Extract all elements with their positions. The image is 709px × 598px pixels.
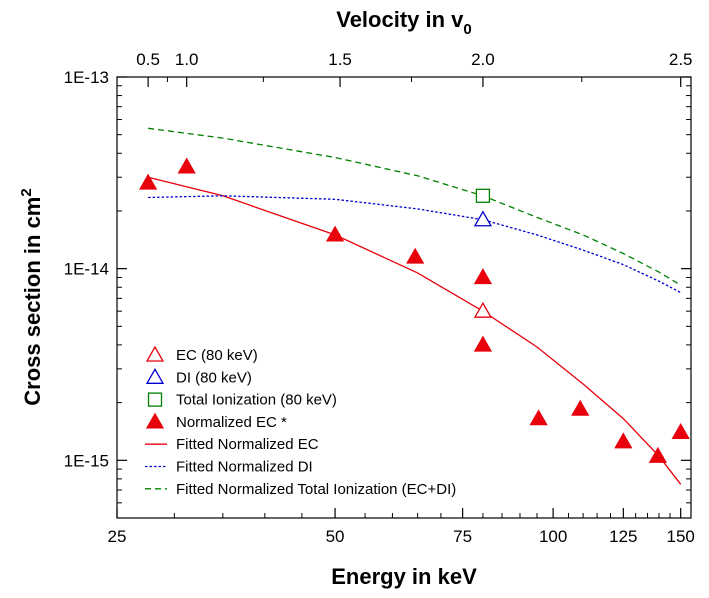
series-line-4 [147,176,682,485]
x-axis: 25 50 75 100 125 150 [108,508,695,546]
series-layer [139,127,690,485]
y-axis-title-sup: 2 [18,188,35,196]
y-tick-label: 1E-14 [64,260,109,279]
top-tick-label: 1.0 [175,50,199,69]
x-tick-label: 50 [326,527,345,546]
top-axis: 0.5 1.0 1.5 2.0 2.5 [136,50,693,87]
data-point-3-0 [139,173,158,190]
top-tick-label: 2.0 [471,50,495,69]
plot-area: 25 50 75 100 125 150 1E-15 1E-14 1E-13 0.5 1.0 1.… [64,50,695,546]
top-axis-title-main: Velocity in v [336,7,464,32]
legend-label: DI (80 keV) [176,369,252,386]
legend-swatch [147,392,163,407]
x-tick-label: 75 [453,527,472,546]
data-point-3-1 [177,157,196,174]
data-point-3-3 [406,247,425,264]
top-axis-title-sub: 0 [463,21,471,38]
legend-swatch [145,412,165,429]
data-point-3-6 [529,409,548,426]
x-tick-label: 150 [666,527,694,546]
legend-swatch [145,345,165,362]
data-point-3-4 [473,268,493,285]
data-point-1-0 [473,210,493,227]
plot-frame [116,76,692,519]
legend-label: Total Ionization (80 keV) [176,392,337,409]
y-axis-title: Cross section in cm2 [18,188,45,405]
top-tick-label: 2.5 [669,50,693,69]
data-point-2-0 [475,188,491,203]
data-point-3-5 [473,335,493,352]
data-point-0-0 [473,301,493,318]
data-point-3-9 [648,446,667,463]
data-point-3-2 [325,225,345,242]
legend: EC (80 keV) DI (80 keV) Total Ionization (… [145,345,456,498]
y-tick-label: 1E-13 [64,68,109,87]
x-tick-label: 25 [108,527,127,546]
data-point-3-10 [671,422,690,439]
top-tick-label: 0.5 [136,50,160,69]
top-tick-label: 1.5 [328,50,352,69]
legend-label: Normalized EC * [176,414,287,431]
legend-label: Fitted Normalized DI [176,459,313,476]
x-tick-label: 125 [609,527,637,546]
y-tick-label: 1E-15 [64,451,109,470]
y-axis-title-main: Cross section in cm [20,197,45,406]
top-axis-title: Velocity in v0 [336,7,472,38]
x-axis-title: Energy in keV [331,564,477,589]
y-axis: 1E-15 1E-14 1E-13 [64,68,691,504]
series-line-6 [148,127,682,286]
legend-label: Fitted Normalized Total Ionization (EC+D… [176,481,456,498]
legend-label: Fitted Normalized EC [176,436,319,453]
data-point-3-8 [614,432,633,449]
legend-swatch [145,367,165,384]
series-line-5 [148,195,682,294]
legend-label: EC (80 keV) [176,347,258,364]
x-tick-label: 100 [539,527,567,546]
data-point-3-7 [571,399,590,416]
